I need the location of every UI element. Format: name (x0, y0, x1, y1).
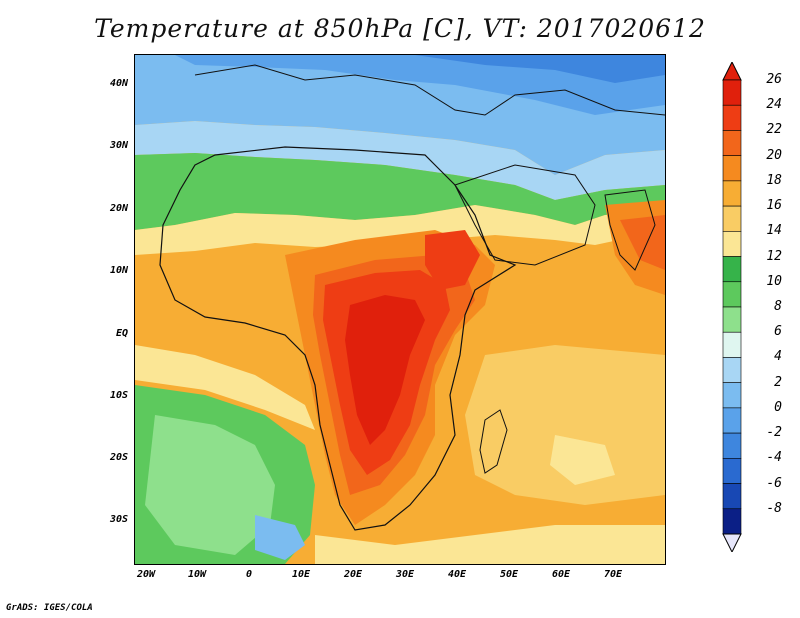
colorbar (722, 62, 742, 552)
colorbar-tick-label: 24 (766, 97, 782, 113)
colorbar-segment (722, 357, 742, 383)
chart-title: Temperature at 850hPa [C], VT: 201702061… (94, 14, 706, 43)
colorbar-tick-label: 20 (766, 147, 782, 163)
colorbar-segment (722, 104, 742, 131)
colorbar-tick-label: 4 (774, 349, 782, 365)
lon-label-50e: 50E (499, 569, 519, 580)
colorbar-segment (722, 155, 742, 182)
lon-label-60e: 60E (551, 569, 571, 580)
lat-label-30s: 30S (109, 514, 128, 525)
colorbar-over-triangle (722, 62, 742, 81)
lat-label-20s: 20S (109, 452, 128, 463)
colorbar-tick-label: 6 (774, 324, 782, 340)
colorbar-segment (722, 432, 742, 459)
lon-label-40e: 40E (447, 569, 467, 580)
colorbar-segment (722, 331, 742, 358)
temperature-field-layer (135, 55, 665, 564)
colorbar-tick-label: 18 (766, 172, 782, 188)
lon-label-0: 0 (245, 569, 253, 580)
colorbar-tick-label: 26 (766, 72, 782, 87)
colorbar-tick-label: -8 (766, 500, 782, 516)
colorbar-segment (722, 382, 742, 409)
lon-label-70e: 70E (603, 569, 623, 580)
lon-label-10w: 10W (187, 569, 207, 580)
colorbar-segment (722, 458, 742, 484)
colorbar-tick-label: 22 (766, 122, 782, 138)
colorbar-segment (722, 483, 742, 510)
colorbar-under-triangle (722, 533, 742, 552)
lat-label-eq: EQ (115, 328, 128, 339)
colorbar-tick-label: 14 (766, 223, 782, 239)
colorbar-tick-label: 0 (774, 399, 782, 415)
colorbar-segment (722, 180, 742, 207)
colorbar-segment (722, 205, 742, 232)
colorbar-tick-label: 12 (766, 248, 782, 264)
colorbar-segment (722, 130, 742, 156)
colorbar-tick-label: -6 (766, 475, 782, 491)
colorbar-segment (722, 79, 742, 106)
lat-label-10n: 10N (109, 265, 128, 276)
colorbar-tick-label: 10 (766, 273, 782, 289)
colorbar-segment (722, 231, 742, 257)
colorbar-tick-label: 2 (774, 374, 782, 390)
colorbar-tick-label: 8 (774, 299, 782, 314)
colorbar-tick-label: -2 (766, 425, 782, 441)
lon-label-30e: 30E (395, 569, 415, 580)
lat-label-10s: 10S (109, 390, 128, 401)
colorbar-tick-label: 16 (766, 198, 782, 214)
lat-label-30n: 30N (109, 140, 128, 151)
lon-label-10e: 10E (291, 569, 311, 580)
credit-text: GrADS: IGES/COLA (6, 603, 93, 613)
temperature-map (134, 54, 666, 565)
lon-label-20e: 20E (343, 569, 363, 580)
colorbar-segment (722, 256, 742, 283)
lat-label-20n: 20N (109, 203, 128, 214)
colorbar-segment (722, 508, 742, 535)
colorbar-tick-label: -4 (766, 450, 782, 466)
colorbar-segment (722, 306, 742, 333)
colorbar-segment (722, 407, 742, 434)
colorbar-segment (722, 281, 742, 308)
lon-label-20w: 20W (136, 569, 156, 580)
lat-label-40n: 40N (109, 78, 128, 89)
